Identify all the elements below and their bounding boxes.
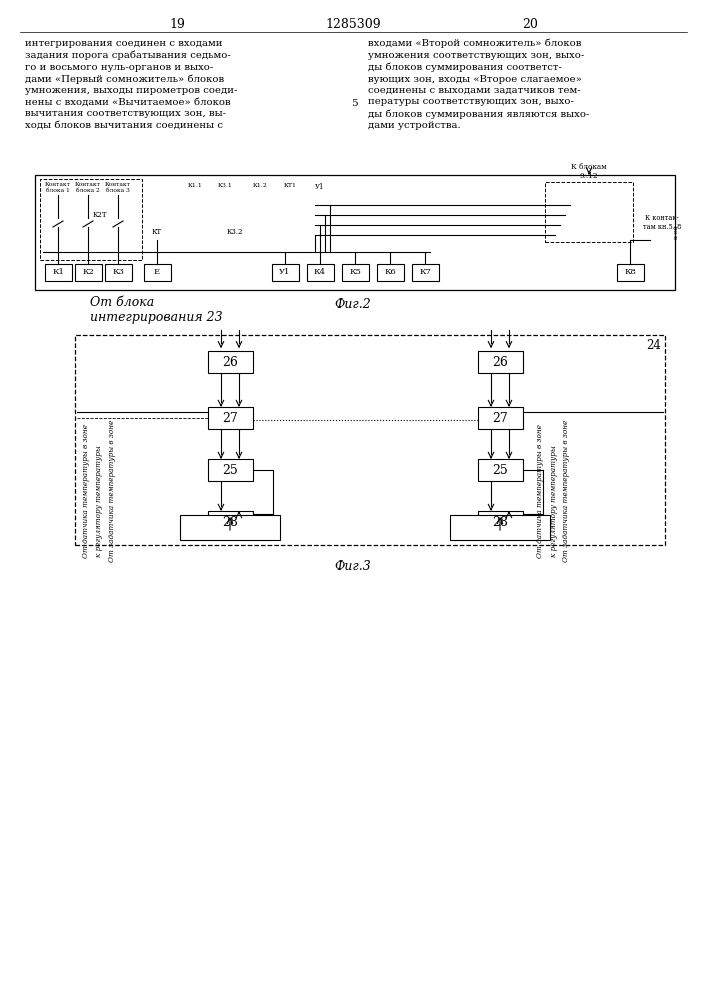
Text: К8: К8 (624, 268, 636, 276)
Text: 27: 27 (222, 412, 238, 424)
Text: 25: 25 (222, 464, 238, 477)
Text: К3.2: К3.2 (227, 228, 243, 236)
Bar (207, 511, 252, 533)
Text: К3: К3 (112, 268, 124, 276)
Text: У1: У1 (279, 268, 291, 276)
Text: К контак-
там кн.5..8: К контак- там кн.5..8 (643, 214, 681, 231)
Text: КТ1: КТ1 (284, 183, 296, 188)
Text: к регулятору температуры: к регулятору температуры (549, 445, 558, 557)
Bar (207, 351, 252, 373)
Text: 1285309: 1285309 (325, 17, 381, 30)
Text: 25: 25 (492, 464, 508, 477)
Bar (341, 264, 368, 281)
Bar (144, 264, 170, 281)
Text: 20: 20 (522, 17, 538, 30)
Text: Фиг.3: Фиг.3 (334, 560, 371, 574)
Text: От задатчика температуры в зоне: От задатчика температуры в зоне (563, 420, 571, 562)
Bar (307, 264, 334, 281)
Text: К2Т: К2Т (93, 211, 107, 219)
Text: От блока: От блока (90, 296, 154, 310)
Text: От датчика температуры в зоне: От датчика температуры в зоне (537, 424, 544, 558)
Bar (74, 264, 102, 281)
Text: К4: К4 (314, 268, 326, 276)
Bar (617, 264, 643, 281)
Text: 26: 26 (222, 356, 238, 368)
Text: 5: 5 (351, 99, 357, 107)
Text: к регулятору температуры: к регулятору температуры (95, 445, 103, 557)
Text: 19: 19 (169, 17, 185, 30)
Text: 28: 28 (492, 516, 508, 528)
Bar (477, 351, 522, 373)
Text: 24: 24 (646, 339, 661, 352)
Bar (411, 264, 438, 281)
Text: Контакт
блока 1: Контакт блока 1 (45, 182, 71, 193)
Text: КТ: КТ (152, 228, 162, 236)
Bar (271, 264, 298, 281)
Text: У1: У1 (315, 183, 325, 191)
Text: От задатчика температуры в зоне: От задатчика температуры в зоне (108, 420, 116, 562)
Text: входами «Второй сомножитель» блоков
умножения соответствующих зон, выхо-
ды блок: входами «Второй сомножитель» блоков умно… (368, 39, 590, 130)
Bar (45, 264, 71, 281)
Bar (450, 515, 550, 540)
Text: интегрирования 23: интегрирования 23 (90, 310, 223, 324)
Bar (75, 335, 665, 545)
Bar (207, 459, 252, 481)
Text: К1.2: К1.2 (252, 183, 267, 188)
Bar (35, 175, 675, 290)
Text: к сн: к сн (674, 226, 679, 239)
Bar (477, 459, 522, 481)
Bar (207, 407, 252, 429)
Text: 27: 27 (492, 412, 508, 424)
Text: интегрирования соединен с входами
задания порога срабатывания седьмо-
го и восьм: интегрирования соединен с входами задани… (25, 39, 238, 129)
Text: Е: Е (154, 268, 160, 276)
Text: К блокам
9..12: К блокам 9..12 (571, 163, 607, 180)
Bar (377, 264, 404, 281)
Bar (40, 179, 142, 260)
Text: Фиг.2: Фиг.2 (334, 298, 371, 312)
Bar (105, 264, 132, 281)
Text: К6: К6 (384, 268, 396, 276)
Bar (477, 407, 522, 429)
Text: От датчика температуры в зоне: От датчика температуры в зоне (82, 424, 90, 558)
Text: Контакт
блока 3: Контакт блока 3 (105, 182, 131, 193)
Bar (545, 182, 633, 242)
Text: К2: К2 (82, 268, 94, 276)
Text: К1.1: К1.1 (187, 183, 202, 188)
Bar (477, 511, 522, 533)
Text: К1: К1 (52, 268, 64, 276)
Text: 28: 28 (222, 516, 238, 528)
Text: К3.1: К3.1 (218, 183, 233, 188)
Bar (180, 515, 280, 540)
Text: Контакт
блока 2: Контакт блока 2 (75, 182, 101, 193)
Text: К7: К7 (419, 268, 431, 276)
Text: 26: 26 (492, 356, 508, 368)
Text: К5: К5 (349, 268, 361, 276)
